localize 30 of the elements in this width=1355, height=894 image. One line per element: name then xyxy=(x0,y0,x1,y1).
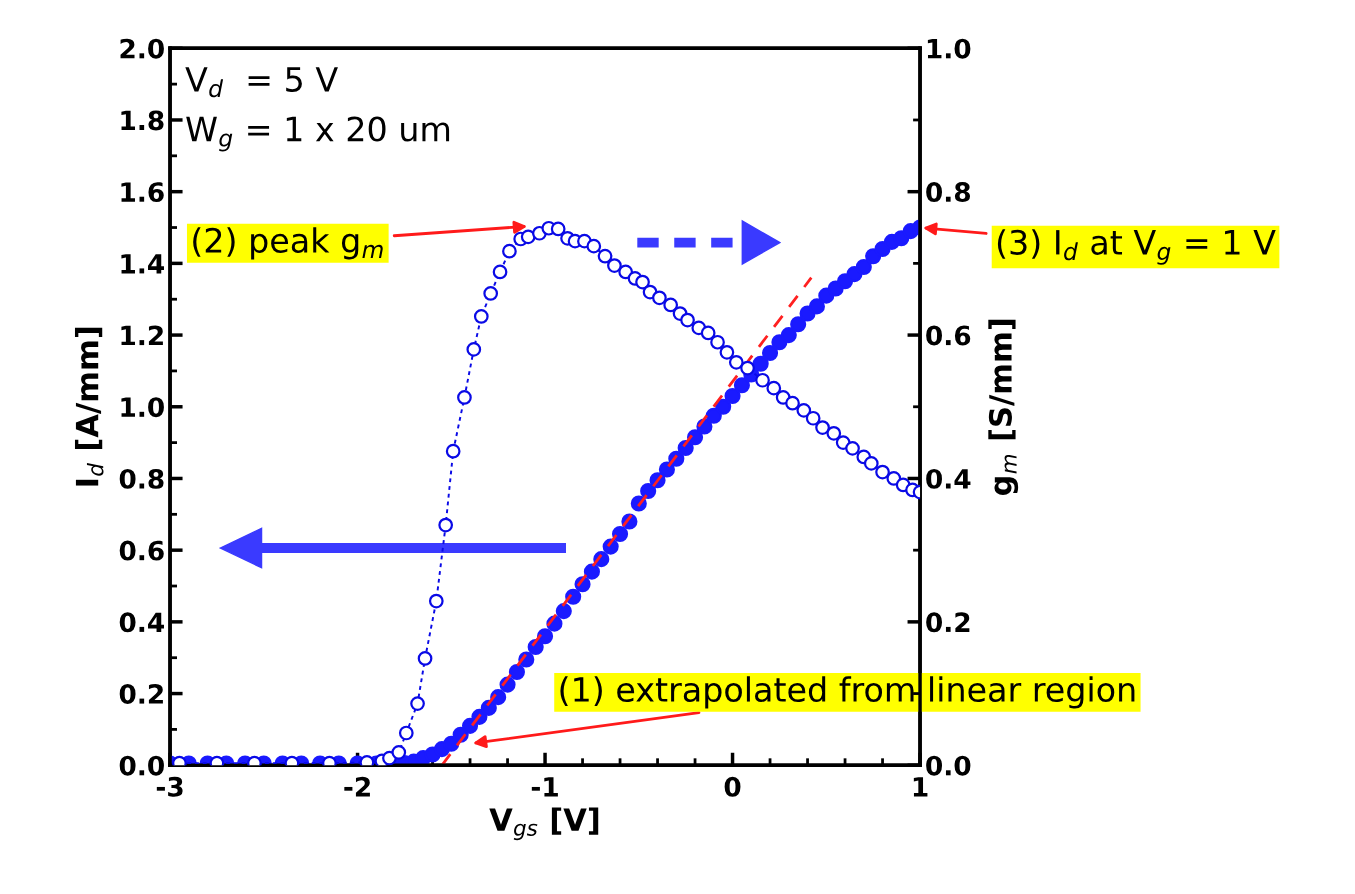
y-tick-label: 1.2 xyxy=(121,325,163,346)
y2-tick-label: 0.2 xyxy=(926,612,970,633)
annotation: W$_{g}$ = 1 x 20 um xyxy=(186,116,450,152)
y-tick-label: 1.6 xyxy=(121,182,164,203)
annotation: (3) I$_{d}$ at V$_{g}$ = 1 V xyxy=(997,229,1276,265)
annotation: V$_{d}$ = 5 V xyxy=(185,67,338,98)
y2-tick-label: 0.8 xyxy=(926,182,971,203)
x-axis-title: V$_{gs}$ [V] xyxy=(489,807,599,841)
y-tick-label: 1.0 xyxy=(121,397,164,418)
x-tick-label: 0 xyxy=(724,776,741,797)
y2-axis-title: g$_{m}$ [S/mm] xyxy=(988,319,1019,496)
y-tick-label: 0.4 xyxy=(119,612,164,633)
y2-tick-label: 1.0 xyxy=(927,38,971,59)
y2-tick-label: 0.6 xyxy=(926,325,971,346)
y-tick-label: 0.2 xyxy=(119,684,163,704)
x-tick-label: -3 xyxy=(156,776,183,797)
y-axis-title: I$_{d}$ [A/mm] xyxy=(74,327,104,486)
y-tick-label: 0.6 xyxy=(119,540,164,561)
annotation: (2) peak g$_{m}$ xyxy=(193,227,383,260)
y2-tick-label: 0.4 xyxy=(926,468,971,489)
x-tick-label: 1 xyxy=(913,777,928,797)
y-tick-label: 1.8 xyxy=(121,110,164,131)
annotation: (1) extrapolated from linear region xyxy=(560,676,1135,709)
y2-tick-label: 0.0 xyxy=(926,755,971,776)
y-tick-label: 1.4 xyxy=(121,254,164,274)
y-tick-label: 0.8 xyxy=(119,468,164,489)
y-tick-label: 2.0 xyxy=(120,38,164,59)
x-tick-label: -1 xyxy=(531,777,558,797)
y-tick-label: 0.0 xyxy=(119,755,164,776)
x-tick-label: -2 xyxy=(344,776,370,797)
